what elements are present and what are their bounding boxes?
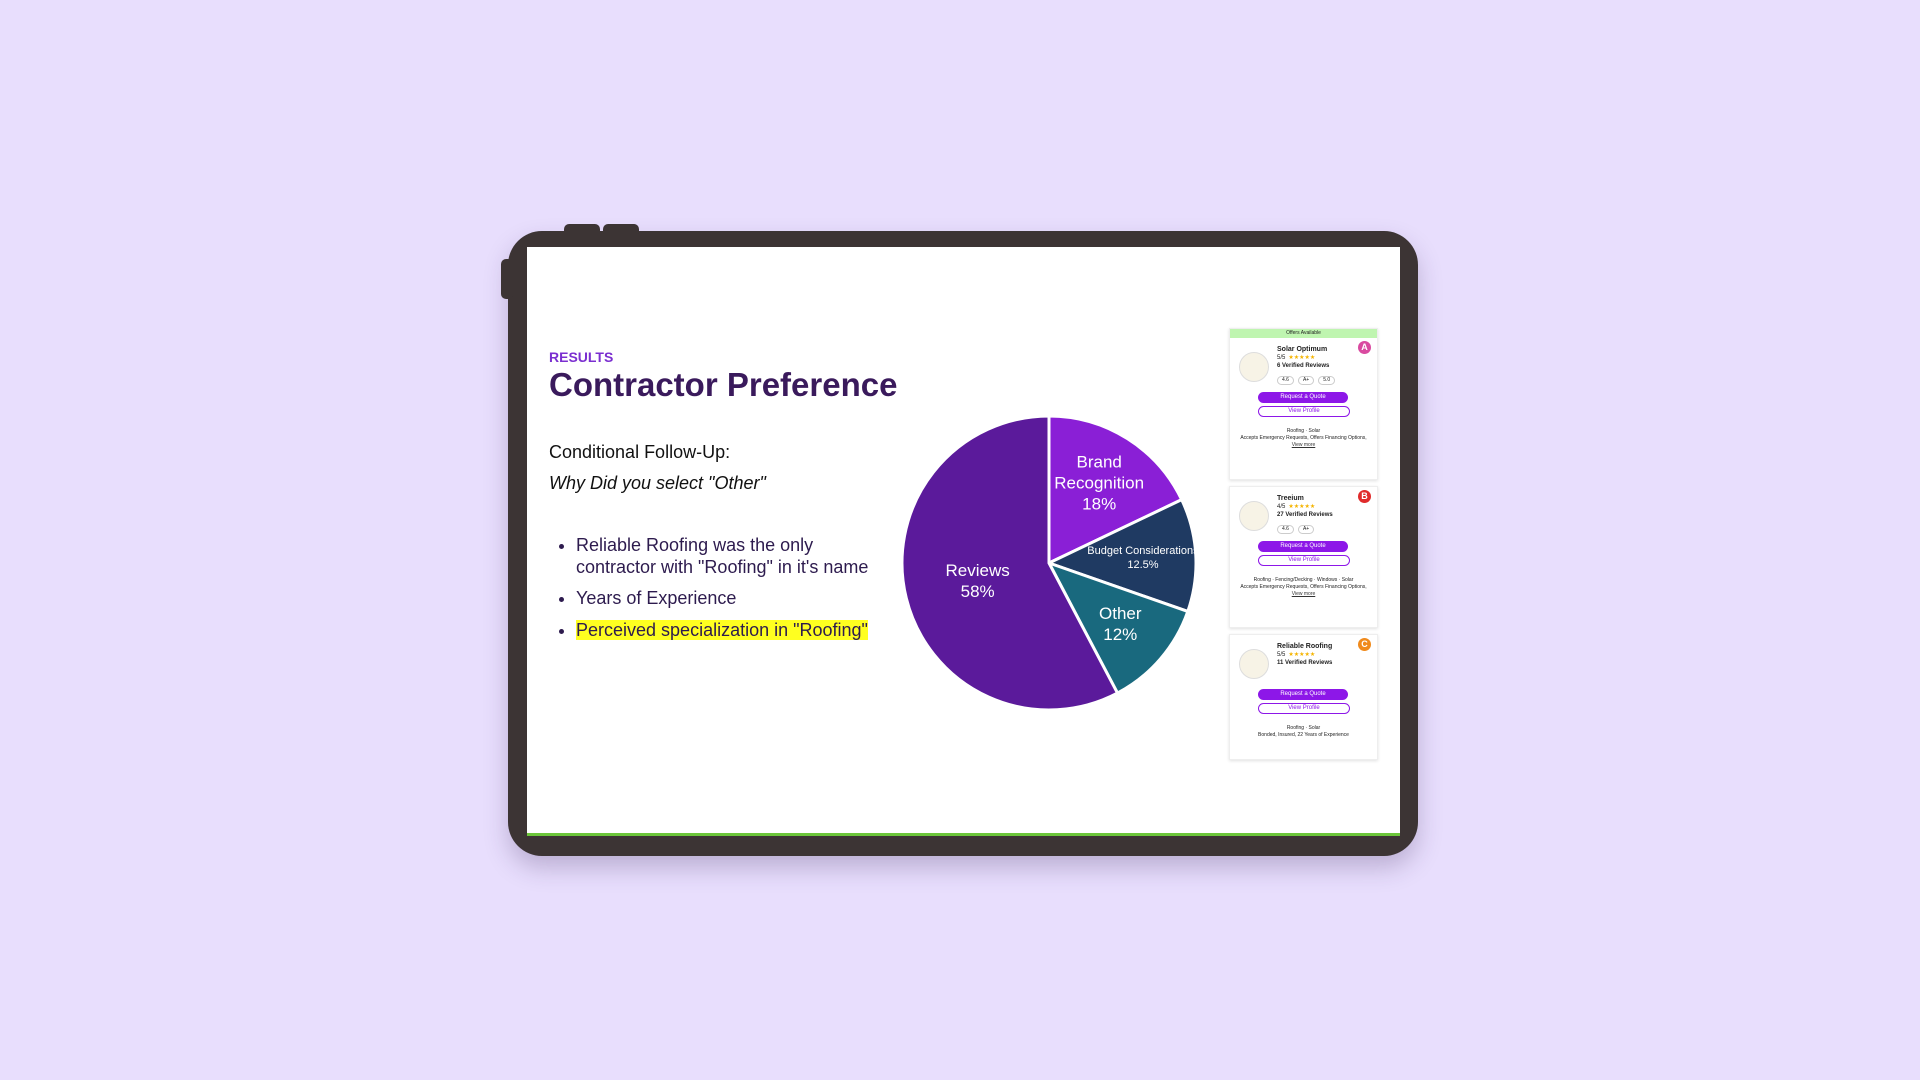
description: Bonded, Insured, 22 Years of Experience: [1258, 732, 1349, 738]
question: Why Did you select "Other": [549, 473, 766, 493]
rating-row: 4/5 ★★★★★: [1277, 503, 1333, 511]
card-info: Treeium 4/5 ★★★★★ 27 Verified Reviews: [1277, 495, 1333, 519]
slice-name: Brand Recognition: [1054, 452, 1145, 493]
card-footer: Roofing · Fencing/Decking · Windows · So…: [1230, 577, 1377, 598]
request-quote-button[interactable]: Request a Quote: [1258, 392, 1348, 403]
rating-row: 5/5 ★★★★★: [1277, 354, 1329, 362]
bullet: Years of Experience: [576, 588, 886, 610]
slice-label: Budget Considerations 12.5%: [1083, 544, 1203, 572]
slice-value: 58%: [960, 581, 995, 601]
bullet-list: Reliable Roofing was the only contractor…: [549, 535, 886, 651]
stat-pill: 5.0: [1318, 376, 1336, 385]
offer-banner: Offers Available: [1230, 329, 1377, 338]
review-count: 6 Verified Reviews: [1277, 363, 1330, 369]
slice-name: Other: [1099, 604, 1142, 624]
bullet-text: Reliable Roofing was the only contractor…: [576, 535, 869, 577]
review-count: 11 Verified Reviews: [1277, 660, 1333, 666]
view-profile-button[interactable]: View Profile: [1258, 703, 1350, 714]
slice-name: Reviews: [945, 560, 1010, 580]
bullet: Reliable Roofing was the only contractor…: [576, 535, 886, 578]
logo: [1239, 352, 1269, 382]
contractor-name: Reliable Roofing: [1277, 643, 1333, 650]
stars: ★★★★★: [1288, 504, 1316, 510]
slice-value: 18%: [1082, 494, 1117, 514]
card-footer: Roofing · Solar Bonded, Insured, 22 Years…: [1230, 725, 1377, 739]
slice-label: Brand Recognition 18%: [1039, 452, 1159, 515]
pie-slice: [1045, 560, 1190, 696]
pie-slice: [1047, 414, 1184, 566]
pie-slice: [900, 414, 1120, 712]
contractor-card: Offers Available A Solar Optimum 5/5 ★★★★★ 6 …: [1229, 328, 1378, 480]
tablet-button: [564, 224, 600, 236]
description: Accepts Emergency Requests, Offers Finan…: [1240, 435, 1367, 441]
contractor-name: Solar Optimum: [1277, 346, 1328, 353]
slice-name: Budget Considerations: [1087, 544, 1199, 557]
services: Roofing · Solar: [1286, 428, 1321, 434]
stat-pill: A+: [1297, 525, 1315, 534]
rating: 5/5: [1277, 652, 1286, 658]
rating: 4/5: [1277, 504, 1286, 510]
review-count: 27 Verified Reviews: [1277, 512, 1333, 518]
contractor-card: B Treeium 4/5 ★★★★★ 27 Verified Reviews 4.6 A+…: [1229, 486, 1378, 628]
view-profile-button[interactable]: View Profile: [1258, 555, 1350, 566]
tablet-button: [501, 259, 513, 299]
bullet-text: Perceived specialization in "Roofing": [576, 619, 868, 640]
bullet-text: Years of Experience: [576, 588, 737, 608]
slice-value: 12.5%: [1127, 558, 1159, 571]
view-more-link[interactable]: View more: [1291, 442, 1316, 448]
pie-slice: [1045, 497, 1198, 614]
request-quote-button[interactable]: Request a Quote: [1258, 689, 1348, 700]
services: Roofing · Solar: [1286, 725, 1321, 731]
tablet-button: [603, 224, 639, 236]
stat-pill: A+: [1297, 376, 1315, 385]
question-label: Conditional Follow-Up:: [549, 442, 731, 462]
request-quote-button[interactable]: Request a Quote: [1258, 541, 1348, 552]
stars: ★★★★★: [1288, 355, 1316, 361]
card-info: Solar Optimum 5/5 ★★★★★ 6 Verified Reviews: [1277, 346, 1329, 370]
contractor-name: Treeium: [1277, 495, 1304, 502]
contractor-card: C Reliable Roofing 5/5 ★★★★★ 11 Verified Rev…: [1229, 634, 1378, 760]
stats-row: 4.6 A+ 5.0: [1277, 376, 1336, 385]
stat-pill: 4.6: [1277, 376, 1294, 385]
slice-label: Reviews 58%: [918, 560, 1038, 602]
view-profile-button[interactable]: View Profile: [1258, 406, 1350, 417]
slice-value: 12%: [1103, 625, 1138, 645]
slice-label: Other 12%: [1060, 603, 1180, 645]
bullet: Perceived specialization in "Roofing": [576, 619, 886, 642]
card-badge: C: [1358, 638, 1371, 651]
card-footer: Roofing · Solar Accepts Emergency Request…: [1230, 428, 1377, 449]
stat-pill: 4.6: [1277, 525, 1294, 534]
view-more-link[interactable]: View more: [1291, 591, 1316, 597]
rating: 5/5: [1277, 355, 1286, 361]
card-info: Reliable Roofing 5/5 ★★★★★ 11 Verified Revi…: [1277, 643, 1332, 667]
card-badge: B: [1358, 490, 1371, 503]
description: Accepts Emergency Requests, Offers Finan…: [1240, 584, 1367, 590]
stats-row: 4.6 A+: [1277, 525, 1315, 534]
services: Roofing · Fencing/Decking · Windows · So…: [1253, 577, 1354, 583]
logo: [1239, 501, 1269, 531]
logo: [1239, 649, 1269, 679]
rating-row: 5/5 ★★★★★: [1277, 651, 1332, 659]
slide-title: Contractor Preference: [549, 366, 898, 403]
card-badge: A: [1358, 341, 1371, 354]
eyebrow: RESULTS: [549, 349, 614, 365]
stars: ★★★★★: [1288, 652, 1316, 658]
